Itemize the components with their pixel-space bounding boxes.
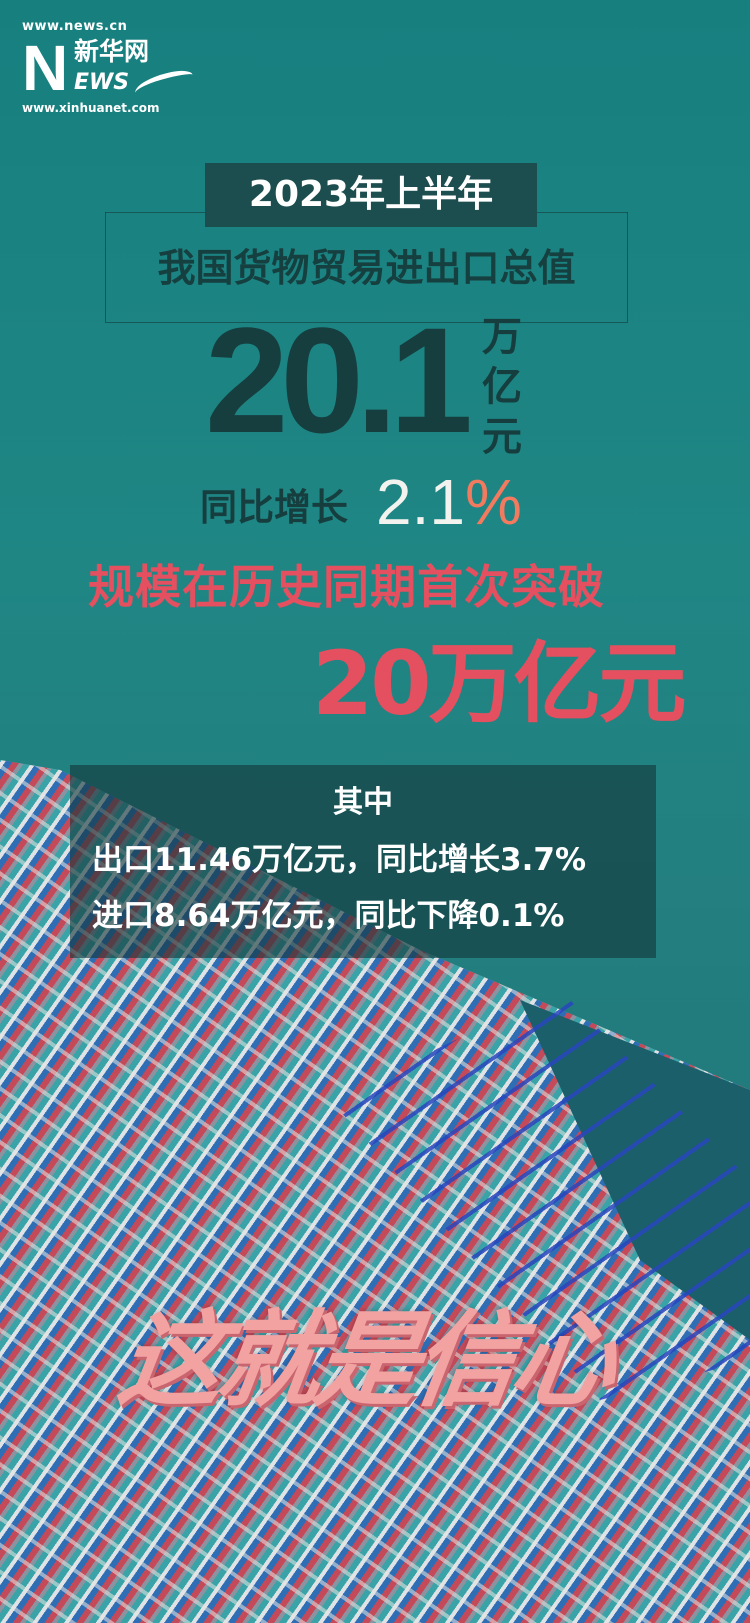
logo-url-top: www.news.cn [22, 19, 128, 34]
logo-brand-cn: 新华网 [74, 37, 150, 66]
logo-url-bottom: www.xinhuanet.com [22, 101, 160, 115]
logo-letters-ews: EWS [74, 70, 130, 95]
subtitle: 我国货物贸易进出口总值 [157, 246, 576, 290]
growth-number: 2.1 [376, 466, 465, 538]
total-unit: 万亿元 [482, 314, 522, 460]
period-title: 2023年上半年 [205, 163, 537, 227]
xinhua-logo: www.news.cn N 新华网 EWS www.xinhuanet.com [22, 19, 196, 115]
growth-percent-sign: % [464, 466, 522, 538]
record-value: 20万亿元 [312, 632, 686, 735]
subtitle-frame [105, 212, 628, 323]
slogan: 这就是信心 [111, 1299, 619, 1421]
details-box: 其中 出口11.46万亿元，同比增长3.7% 进口8.64万亿元，同比下降0.1… [70, 765, 656, 958]
logo-letter-n: N [22, 32, 69, 104]
export-line: 出口11.46万亿元，同比增长3.7% [92, 842, 587, 878]
record-text: 规模在历史同期首次突破 [88, 560, 605, 614]
growth-value: 2.1% [376, 470, 522, 534]
growth-label: 同比增长 [200, 486, 348, 529]
logo-swoosh-icon [132, 67, 196, 101]
total-value: 20.1 [205, 296, 473, 464]
import-line: 进口8.64万亿元，同比下降0.1% [92, 898, 565, 934]
details-heading: 其中 [333, 785, 393, 820]
